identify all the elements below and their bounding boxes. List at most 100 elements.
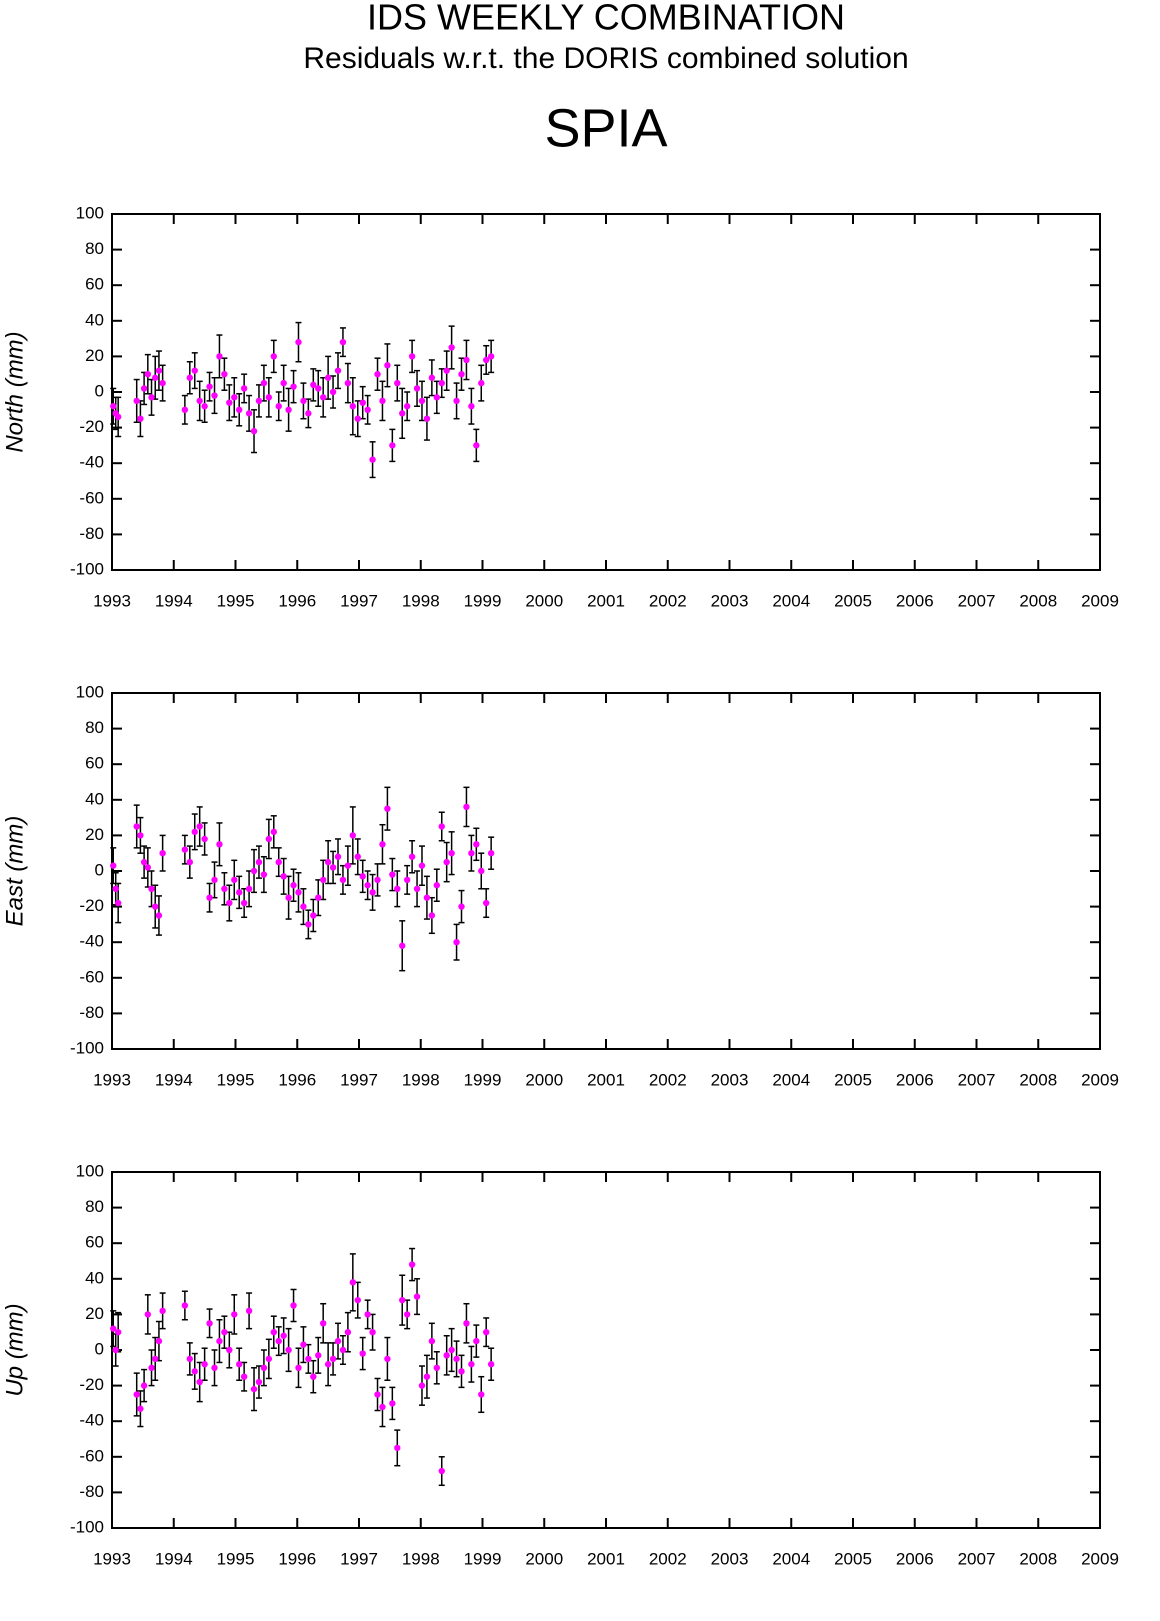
data-point [196, 397, 203, 405]
data-point [148, 885, 155, 892]
data-point [305, 410, 312, 417]
y-tick-label: -60 [79, 488, 104, 507]
data-point [334, 367, 342, 374]
y-tick-label: -80 [79, 1003, 104, 1022]
data-point [226, 1346, 233, 1354]
data-point [433, 882, 441, 889]
data-point [236, 889, 243, 896]
data-point [359, 873, 366, 880]
data-point [379, 1403, 386, 1411]
data-point [275, 1337, 282, 1345]
subtitle: Residuals w.r.t. the DORIS combined solu… [303, 42, 908, 75]
x-tick-label: 2000 [525, 1549, 563, 1568]
data-point [260, 379, 268, 387]
data-point [216, 1337, 223, 1345]
data-point [270, 1329, 277, 1336]
x-tick-label: 1994 [155, 1070, 193, 1089]
data-point [140, 1382, 148, 1389]
data-point [453, 397, 460, 405]
data-point [201, 1361, 208, 1368]
data-point [483, 1329, 490, 1336]
y-tick-label: 60 [85, 1233, 104, 1252]
data-point [487, 1361, 495, 1368]
data-point [468, 1361, 475, 1368]
data-point [110, 862, 117, 869]
x-tick-label: 2002 [649, 1070, 687, 1089]
data-point [137, 832, 144, 839]
data-point [433, 394, 441, 401]
x-tick-label: 1999 [464, 1549, 502, 1568]
data-point [280, 873, 287, 880]
plot-frame [111, 1171, 1101, 1529]
y-tick-label: -60 [79, 967, 104, 986]
data-point [159, 379, 166, 387]
data-point [468, 403, 475, 410]
data-point [369, 889, 376, 896]
x-tick-label: 2004 [772, 591, 810, 610]
data-point [443, 858, 450, 866]
x-tick-label: 2006 [896, 1070, 934, 1089]
data-point [137, 1405, 144, 1412]
data-point [339, 1346, 347, 1354]
data-point [270, 353, 277, 360]
data-point [369, 1329, 376, 1336]
data-point [290, 383, 297, 390]
x-tick-label: 2002 [649, 591, 687, 610]
data-point [384, 1355, 391, 1363]
data-point [354, 415, 361, 422]
data-point [463, 803, 470, 811]
data-point [324, 374, 332, 381]
data-point [354, 1296, 361, 1304]
data-point [428, 374, 436, 381]
x-tick-label: 2008 [1019, 1070, 1057, 1089]
x-tick-label: 1999 [464, 591, 502, 610]
data-point [152, 374, 159, 381]
data-point [329, 864, 337, 871]
data-point [206, 894, 213, 901]
y-tick-label: -40 [79, 1411, 104, 1430]
data-point [216, 841, 223, 848]
data-point [181, 406, 189, 413]
data-point [114, 1329, 122, 1336]
y-tick-label: 60 [85, 754, 104, 773]
data-point [379, 397, 386, 405]
data-point [310, 1373, 317, 1380]
y-tick-label: 20 [85, 1304, 104, 1323]
data-point [265, 1355, 273, 1363]
data-point [399, 1296, 406, 1304]
x-tick-label: 2003 [711, 1549, 749, 1568]
y-axis-label: Up (mm) [1, 1303, 28, 1396]
data-point [399, 942, 406, 949]
data-point [137, 415, 144, 422]
data-point [295, 338, 302, 346]
data-point [112, 885, 119, 892]
data-point [374, 1391, 381, 1398]
data-point [319, 876, 327, 884]
data-point [159, 850, 166, 857]
data-point [418, 1382, 426, 1389]
x-tick-label: 1997 [340, 1549, 378, 1568]
x-tick-label: 1995 [217, 1549, 255, 1568]
data-point [418, 397, 426, 405]
data-point [483, 899, 490, 907]
y-tick-label: 0 [95, 860, 104, 879]
y-tick-label: -40 [79, 453, 104, 472]
x-tick-label: 2001 [587, 591, 625, 610]
data-point [255, 1378, 263, 1386]
data-point [458, 903, 465, 910]
x-tick-label: 2003 [711, 1070, 749, 1089]
plot-frame [111, 213, 1101, 571]
data-point [226, 899, 233, 907]
data-point [379, 841, 386, 848]
y-tick-label: 80 [85, 1197, 104, 1216]
data-point [285, 894, 292, 901]
data-point [334, 1337, 342, 1345]
data-point [140, 385, 148, 392]
x-tick-label: 2007 [958, 1549, 996, 1568]
data-point [384, 805, 391, 812]
data-point [133, 1391, 140, 1398]
panel: -100 -80 -60 -40 -20 0 20 40 60 80 100 1993 1994 1995… [1, 682, 1119, 1089]
data-point [408, 1261, 416, 1268]
data-point [110, 1325, 117, 1332]
data-point [394, 379, 401, 387]
